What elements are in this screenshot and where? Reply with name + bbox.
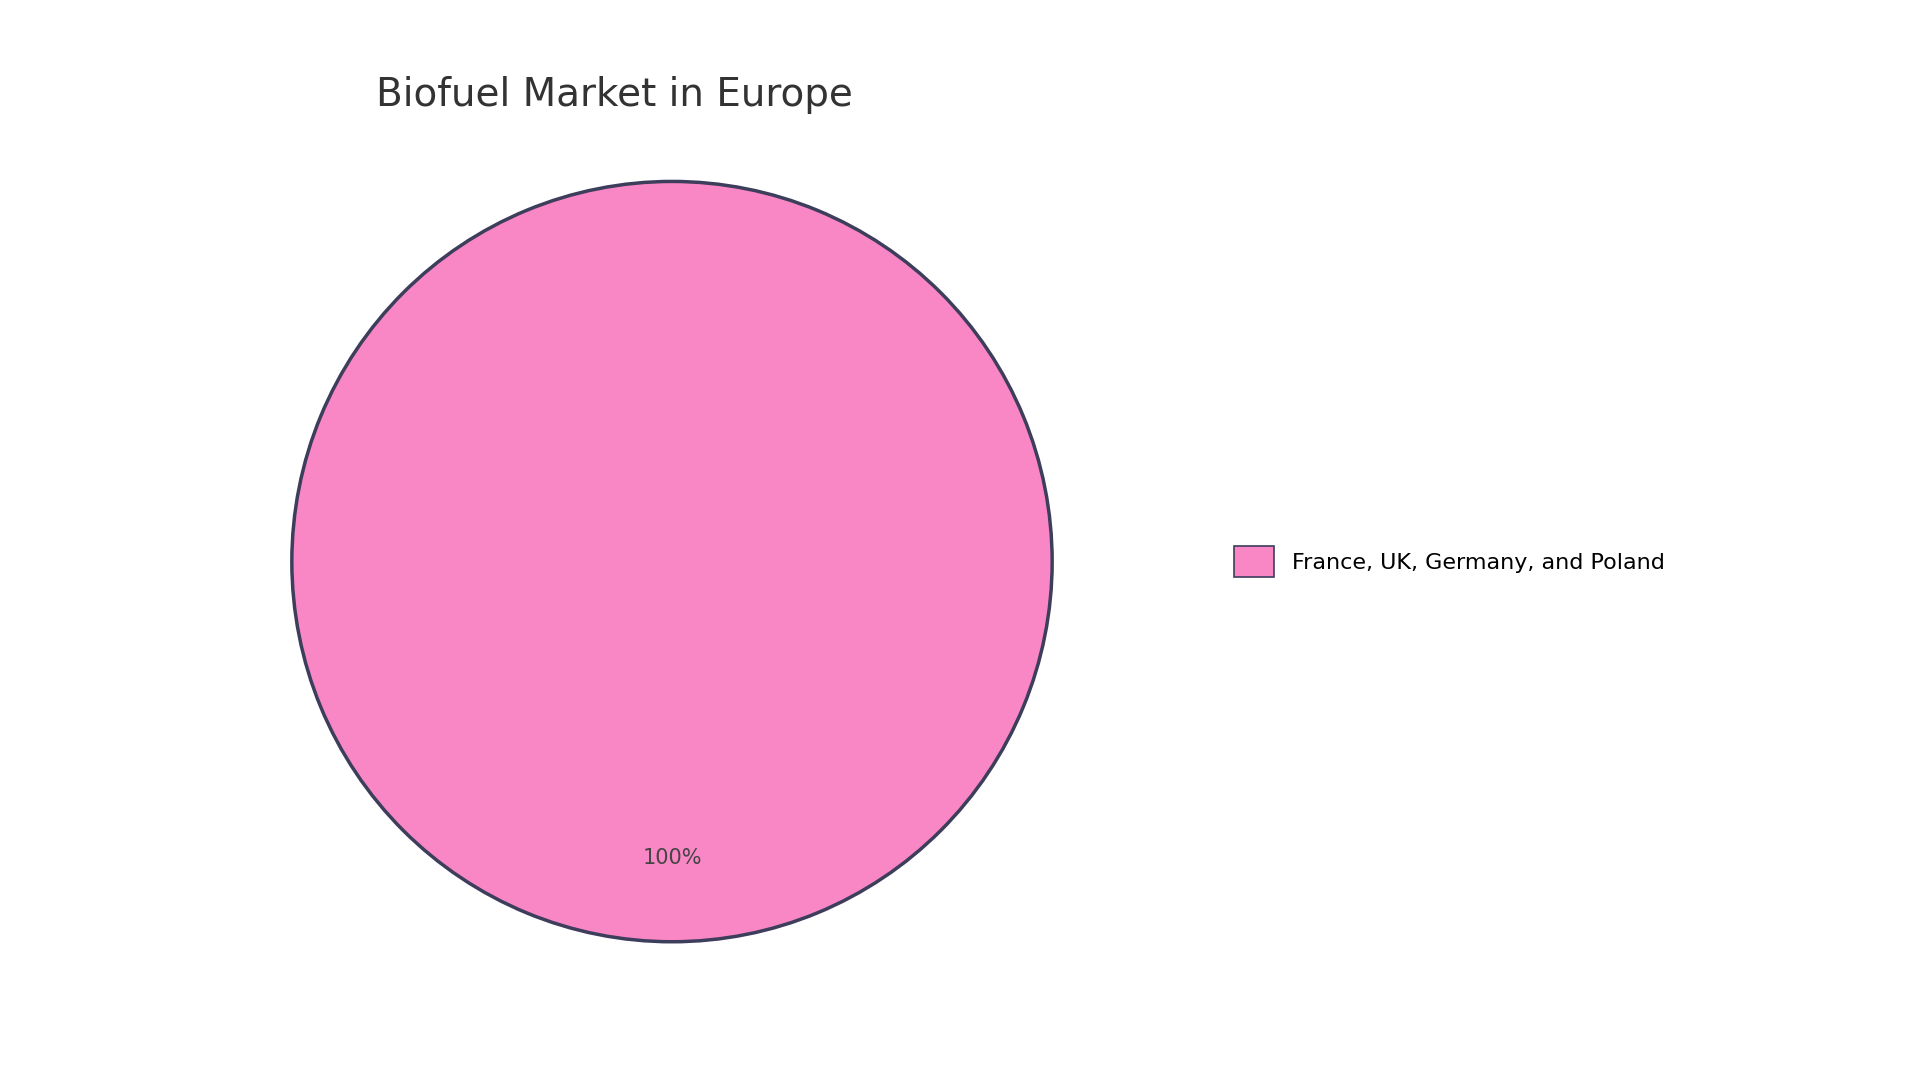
Text: Biofuel Market in Europe: Biofuel Market in Europe <box>376 76 852 113</box>
Wedge shape <box>292 181 1052 942</box>
Text: 100%: 100% <box>643 848 701 868</box>
Legend: France, UK, Germany, and Poland: France, UK, Germany, and Poland <box>1235 545 1665 578</box>
